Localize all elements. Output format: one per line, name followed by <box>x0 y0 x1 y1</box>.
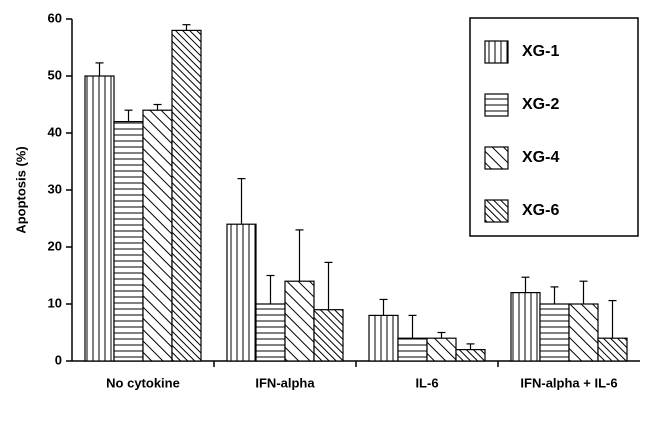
y-axis-label: Apoptosis (%) <box>13 146 28 233</box>
bar <box>397 337 428 362</box>
error-bar <box>408 314 417 339</box>
error-bar <box>608 299 617 339</box>
bar <box>568 303 599 362</box>
error-bar <box>295 229 304 282</box>
legend-swatch <box>484 93 509 117</box>
legend-swatch <box>484 146 509 170</box>
legend-label: XG-2 <box>522 96 559 113</box>
error-bar <box>379 298 388 316</box>
y-tick-label: 60 <box>48 10 62 25</box>
error-bar <box>579 280 588 304</box>
y-tick-label: 30 <box>48 181 62 196</box>
error-bar <box>324 261 333 310</box>
bar <box>539 303 570 362</box>
error-bar <box>124 109 133 122</box>
bar <box>255 303 286 362</box>
x-tick-label: IFN-alpha <box>255 375 315 390</box>
x-tick-label: No cytokine <box>106 375 180 390</box>
y-tick-label: 0 <box>55 352 62 367</box>
legend-label: XG-6 <box>522 202 559 219</box>
error-bar <box>550 286 559 304</box>
bar <box>171 29 202 362</box>
legend-swatch <box>484 40 509 64</box>
legend-label: XG-4 <box>522 149 559 166</box>
bar <box>426 337 457 362</box>
error-bar <box>266 274 275 304</box>
error-bar <box>466 343 475 350</box>
bar <box>113 120 144 362</box>
y-tick-label: 50 <box>48 67 62 82</box>
bar <box>142 109 173 362</box>
error-bar <box>182 24 191 31</box>
bar <box>368 314 399 362</box>
x-tick-label: IL-6 <box>415 375 438 390</box>
bar <box>284 280 315 362</box>
error-bar <box>521 276 530 293</box>
y-tick-label: 40 <box>48 124 62 139</box>
legend-label: XG-1 <box>522 43 559 60</box>
bar <box>510 292 541 362</box>
bar <box>313 309 344 362</box>
y-tick-label: 20 <box>48 238 62 253</box>
bar <box>226 223 257 362</box>
bar <box>455 349 486 362</box>
y-tick-label: 10 <box>48 295 62 310</box>
bar <box>597 337 628 362</box>
error-bar <box>437 331 446 339</box>
error-bar <box>237 178 246 225</box>
error-bar <box>153 103 162 111</box>
x-tick-label: IFN-alpha + IL-6 <box>520 375 617 390</box>
bar <box>84 75 115 362</box>
error-bar <box>95 62 104 76</box>
legend-swatch <box>484 199 509 223</box>
